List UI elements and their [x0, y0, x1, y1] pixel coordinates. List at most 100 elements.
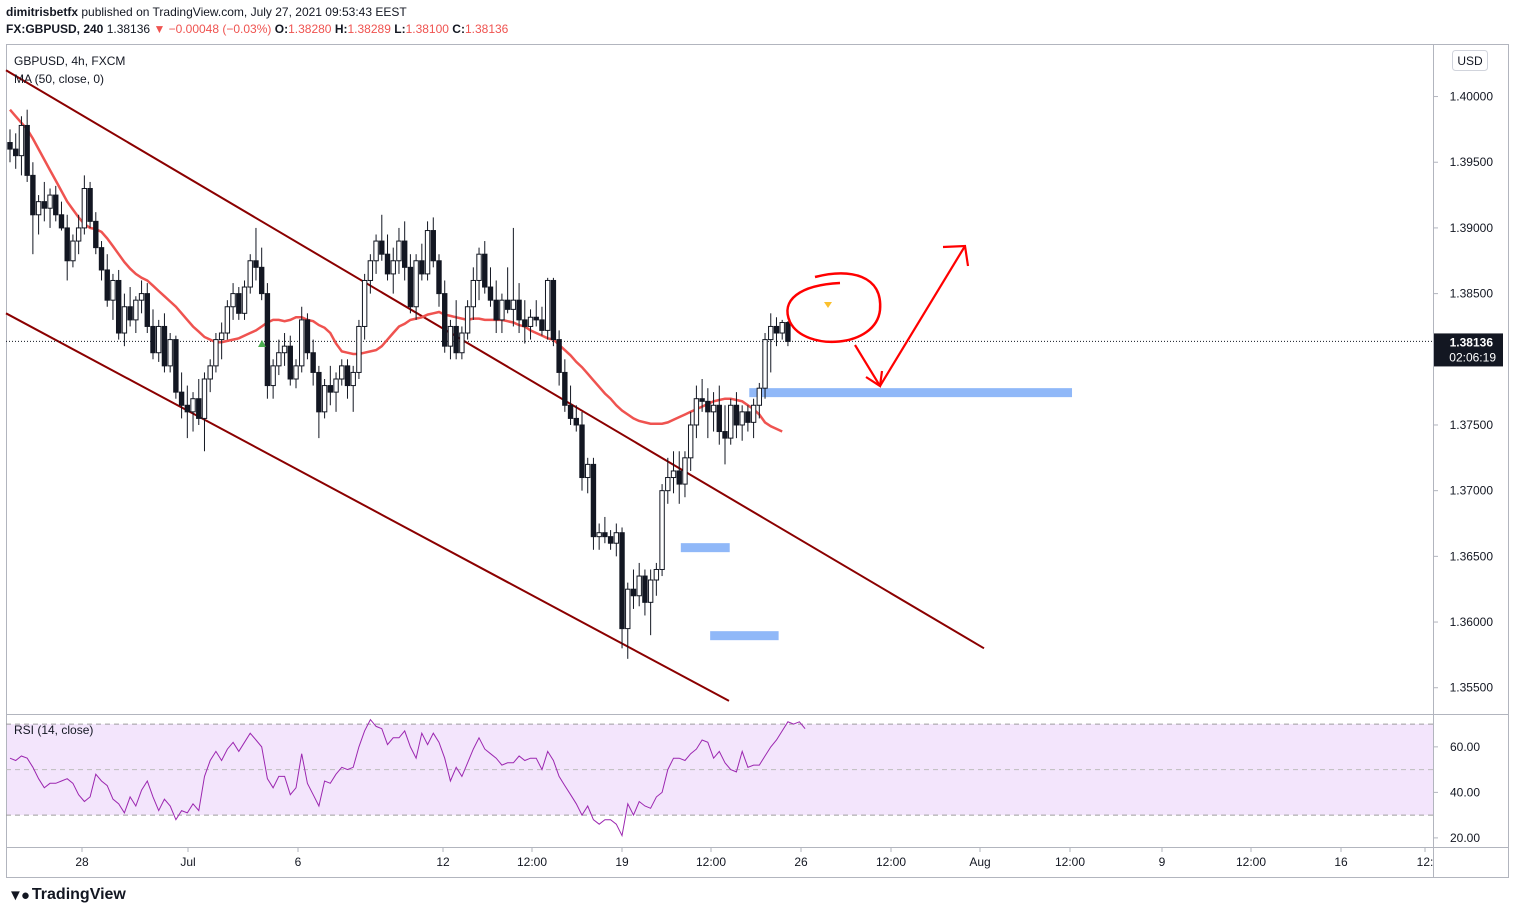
candle-body — [190, 398, 196, 413]
candle — [373, 234, 379, 274]
candle — [190, 392, 196, 432]
candle — [424, 221, 431, 281]
candle — [499, 293, 505, 334]
high-label: H: — [334, 22, 348, 36]
candle — [556, 330, 562, 386]
candle-body — [115, 279, 122, 334]
support-zone-2 — [680, 543, 730, 553]
candle — [236, 287, 242, 320]
candle — [442, 280, 448, 353]
candle-body — [321, 385, 328, 413]
candle-body — [579, 424, 585, 479]
annotation-arrow-down — [854, 344, 881, 387]
candle — [665, 457, 671, 504]
candle-body — [350, 371, 356, 387]
candle — [270, 359, 276, 399]
candle-body — [522, 319, 528, 327]
candle — [58, 201, 65, 231]
candle — [722, 405, 728, 465]
candle-body — [499, 299, 505, 321]
candle-body — [544, 279, 551, 331]
candle-body — [35, 201, 42, 216]
candle — [224, 300, 231, 340]
candle-body — [670, 470, 677, 479]
annotation-arrow-up-head — [942, 244, 970, 267]
annotation-arrow-down-head — [865, 370, 884, 388]
candle — [64, 214, 70, 281]
candle-body — [241, 286, 248, 314]
candle-body — [230, 293, 236, 308]
candle-body — [213, 339, 219, 367]
candle-body — [470, 279, 477, 308]
rsi-legend[interactable]: RSI (14, close) — [14, 723, 94, 737]
signal-marker-green — [258, 340, 266, 347]
candle-body — [453, 325, 459, 354]
candle-body — [619, 532, 625, 630]
ma-legend[interactable]: MA (50, close, 0) — [14, 72, 105, 86]
candle — [161, 313, 168, 373]
candle-body — [270, 365, 276, 387]
candle-body — [104, 269, 110, 301]
candle — [218, 322, 225, 360]
rsi-tick-label: 20.00 — [1450, 831, 1480, 845]
candle — [344, 359, 351, 399]
candle — [178, 372, 185, 419]
candle — [367, 254, 374, 294]
candle-body — [173, 339, 179, 393]
candle-body — [607, 536, 614, 544]
candle-body — [7, 142, 13, 150]
candle-body — [762, 339, 768, 389]
candle — [167, 333, 173, 373]
candle — [41, 181, 48, 222]
candle-body — [333, 378, 339, 393]
candle — [636, 562, 642, 607]
series-title[interactable]: GBPUSD, 4h, FXCM — [14, 54, 126, 68]
candle-body — [201, 378, 208, 419]
price-tick-label: 1.40000 — [1450, 90, 1494, 104]
time-tick-label: 16 — [1334, 855, 1348, 869]
candle-body — [596, 532, 602, 538]
low-label: L: — [394, 22, 406, 36]
candle-body — [218, 332, 225, 341]
low-value: 1.38100 — [405, 22, 449, 36]
tradingview-logo[interactable]: ▼● TradingView — [8, 886, 126, 904]
candle — [476, 247, 482, 301]
candle-body — [293, 365, 299, 380]
candle-body — [98, 247, 105, 271]
candle — [241, 280, 248, 320]
candle-body — [401, 240, 408, 268]
candle — [13, 133, 19, 169]
candle — [562, 359, 568, 412]
candle-body — [602, 532, 608, 538]
time-tick-label: 6 — [295, 855, 302, 869]
main-legend: GBPUSD, 4h, FXCM MA (50, close, 0) — [14, 52, 125, 88]
candle — [379, 214, 385, 261]
candle-body — [367, 260, 374, 281]
candle-body — [253, 260, 259, 268]
bar-countdown-label: 02:06:19 — [1449, 350, 1496, 364]
open-value: 1.38280 — [288, 22, 332, 36]
candle-body — [516, 299, 522, 321]
candle-body — [396, 240, 402, 262]
candle — [733, 392, 740, 439]
candle-body — [756, 387, 763, 406]
support-zone-1 — [749, 388, 1073, 398]
candle — [321, 379, 328, 419]
candle — [745, 405, 751, 432]
candle — [419, 243, 425, 281]
candle — [596, 523, 602, 550]
candle-body — [18, 124, 25, 157]
author-name[interactable]: dimitrisbetfx — [6, 5, 79, 19]
time-tick-label: Aug — [969, 855, 990, 869]
price-tick-label: 1.37500 — [1450, 418, 1494, 432]
candle — [115, 269, 122, 340]
candle-body — [539, 319, 545, 331]
candle — [739, 405, 745, 441]
candle-body — [178, 391, 185, 406]
candle-body — [110, 279, 116, 301]
candle — [504, 267, 511, 314]
candle-body — [739, 411, 745, 426]
candle — [699, 379, 705, 412]
candle-body — [585, 463, 591, 479]
